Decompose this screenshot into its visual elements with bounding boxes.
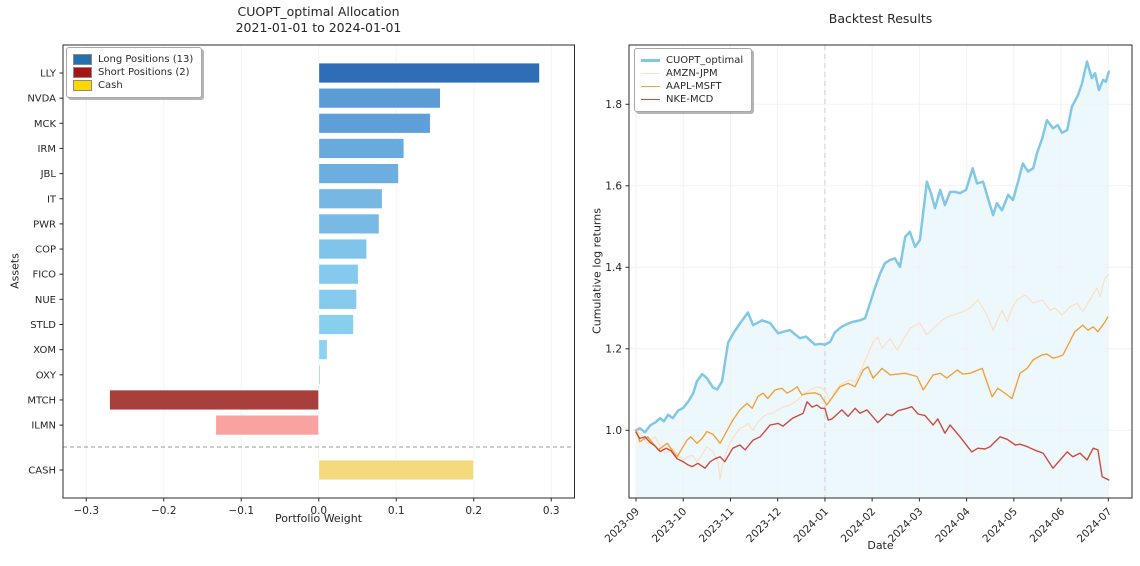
x-tick-label: −0.1 bbox=[229, 505, 255, 517]
y-tick-label: 1.8 bbox=[605, 99, 622, 111]
legend-line-swatch bbox=[641, 86, 660, 87]
asset-label-CASH: CASH bbox=[28, 466, 56, 477]
bar-MTCH bbox=[109, 389, 320, 411]
legend-label: NKE-MCD bbox=[666, 94, 714, 105]
x-tick-label: 0.0 bbox=[310, 505, 327, 517]
bar-NVDA bbox=[318, 87, 441, 109]
legend-item: Short Positions (2) bbox=[73, 67, 193, 78]
backtest-xlabel: Date bbox=[867, 539, 894, 552]
legend-item: NKE-MCD bbox=[641, 94, 743, 105]
bar-LLY bbox=[318, 62, 541, 84]
legend-color-patch bbox=[73, 80, 92, 91]
x-tick-label: −0.2 bbox=[151, 505, 177, 517]
series-line-NKE-MCD bbox=[635, 401, 1110, 481]
bar-COP bbox=[318, 238, 368, 260]
legend-label: CUOPT_optimal bbox=[666, 55, 744, 66]
asset-label-COP: COP bbox=[35, 245, 56, 256]
bar-XOM bbox=[318, 339, 328, 361]
allocation-title-line1: CUOPT_optimal Allocation bbox=[237, 4, 400, 19]
allocation-chart-title: CUOPT_optimal Allocation 2021-01-01 to 2… bbox=[63, 4, 574, 37]
legend-label: Short Positions (2) bbox=[98, 67, 190, 78]
legend-label: Cash bbox=[98, 80, 123, 91]
bar-PWR bbox=[318, 213, 380, 235]
y-tick-label: 1.2 bbox=[605, 343, 622, 355]
asset-label-PWR: PWR bbox=[33, 219, 56, 230]
area-fill-CUOPT_optimal bbox=[636, 61, 1109, 498]
asset-label-IRM: IRM bbox=[37, 144, 56, 155]
backtest-legend: CUOPT_optimal AMZN-JPM AAPL-MSFT NKE-MCD bbox=[634, 48, 753, 112]
x-tick-label: −0.3 bbox=[74, 505, 100, 517]
series-line-CUOPT_optimal bbox=[634, 60, 1111, 434]
asset-label-MTCH: MTCH bbox=[27, 395, 56, 406]
bar-MCK bbox=[318, 112, 431, 134]
y-tick-label: 1.0 bbox=[605, 425, 622, 437]
asset-label-ILMN: ILMN bbox=[31, 421, 56, 432]
backtest-ylabel: Cumulative log returns bbox=[590, 208, 604, 334]
bar-FICO bbox=[318, 263, 359, 285]
legend-color-patch bbox=[73, 67, 92, 78]
legend-label: Long Positions (13) bbox=[98, 54, 194, 65]
asset-label-STLD: STLD bbox=[30, 320, 56, 331]
x-tick-label: 0.3 bbox=[543, 505, 560, 517]
asset-label-JBL: JBL bbox=[40, 169, 57, 180]
legend-line-swatch bbox=[641, 73, 660, 74]
bar-IRM bbox=[318, 138, 405, 159]
bar-OXY bbox=[318, 364, 321, 386]
bar-CASH bbox=[318, 459, 475, 481]
asset-label-IT: IT bbox=[47, 194, 57, 205]
asset-label-FICO: FICO bbox=[32, 270, 56, 281]
legend-item: Cash bbox=[73, 80, 193, 91]
legend-item: Long Positions (13) bbox=[73, 54, 193, 65]
allocation-ylabel: Assets bbox=[8, 253, 22, 289]
legend-color-patch bbox=[73, 54, 92, 65]
asset-label-NUE: NUE bbox=[35, 295, 56, 306]
bar-ILMN bbox=[215, 414, 320, 436]
legend-label: AAPL-MSFT bbox=[666, 81, 722, 92]
asset-label-XOM: XOM bbox=[33, 345, 56, 356]
bar-STLD bbox=[318, 314, 355, 335]
series-line-AAPL-MSFT bbox=[635, 316, 1109, 458]
allocation-legend: Long Positions (13) Short Positions (2) Ca… bbox=[66, 47, 203, 98]
y-tick-label: 1.6 bbox=[605, 180, 622, 192]
backtest-axes-frame bbox=[628, 44, 1133, 499]
backtest-chart-title: Backtest Results bbox=[828, 11, 933, 26]
allocation-title-line2: 2021-01-01 to 2024-01-01 bbox=[235, 20, 402, 36]
legend-item: CUOPT_optimal bbox=[641, 55, 743, 66]
bar-JBL bbox=[318, 163, 399, 185]
x-tick-label: 0.1 bbox=[388, 505, 405, 517]
legend-label: AMZN-JPM bbox=[666, 68, 718, 79]
series-line-AMZN-JPM bbox=[635, 274, 1110, 480]
legend-line-swatch bbox=[641, 59, 660, 62]
legend-item: AMZN-JPM bbox=[641, 68, 743, 79]
allocation-xlabel: Portfolio Weight bbox=[274, 512, 363, 525]
bar-NUE bbox=[318, 288, 358, 310]
asset-label-OXY: OXY bbox=[36, 370, 57, 381]
bar-IT bbox=[318, 188, 383, 210]
asset-label-NVDA: NVDA bbox=[27, 94, 56, 105]
y-tick-label: 1.4 bbox=[605, 262, 622, 274]
legend-line-swatch bbox=[641, 99, 660, 100]
legend-item: AAPL-MSFT bbox=[641, 81, 743, 92]
asset-label-MCK: MCK bbox=[34, 119, 57, 130]
asset-label-LLY: LLY bbox=[40, 69, 57, 80]
x-tick-label: 0.2 bbox=[465, 505, 482, 517]
